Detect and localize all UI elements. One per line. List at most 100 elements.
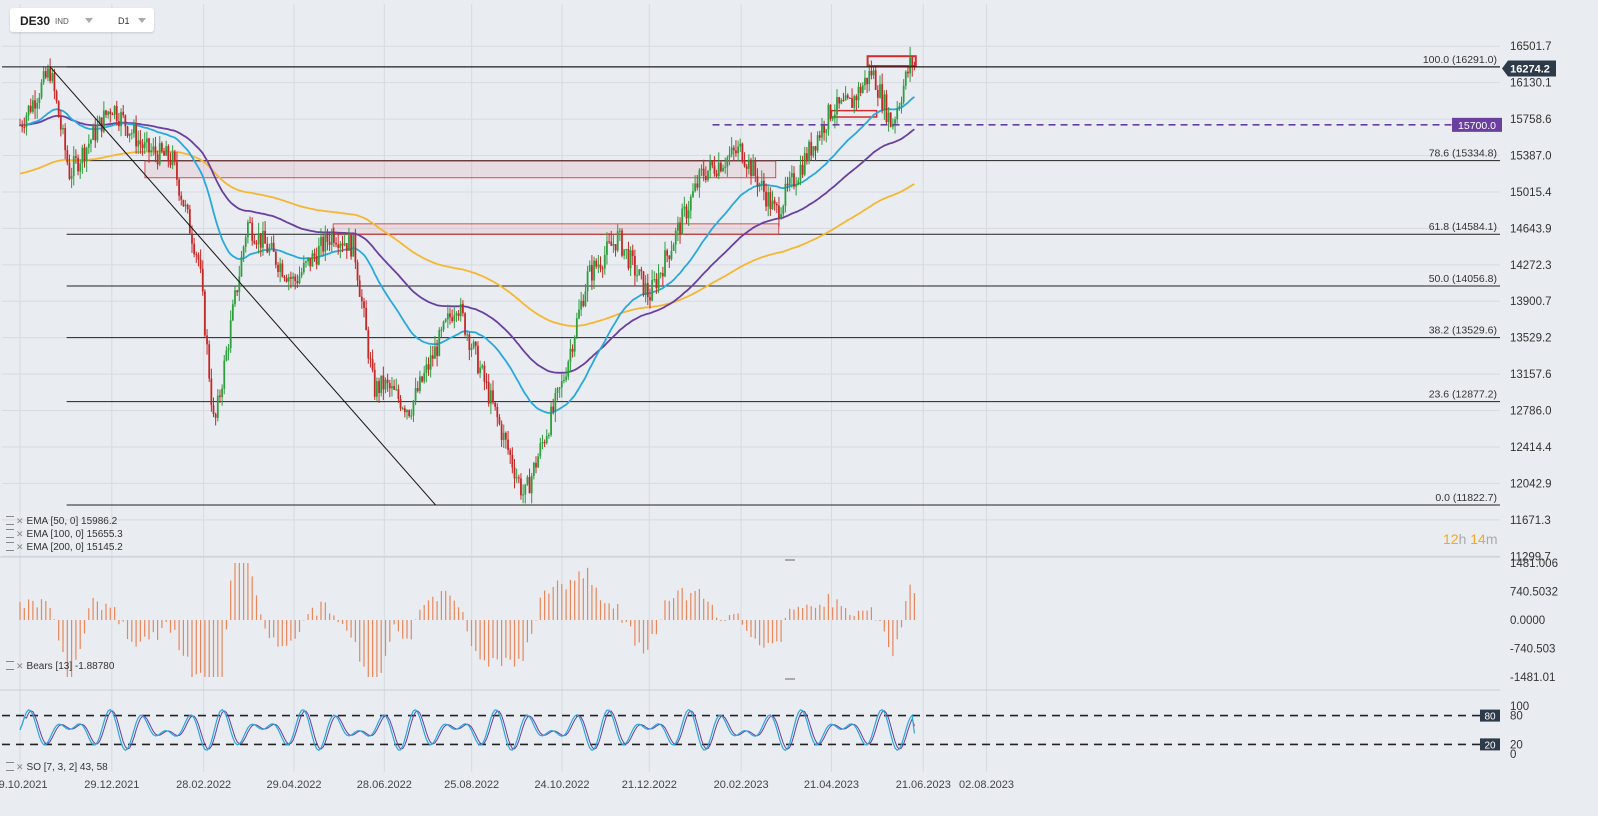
- candle-bull: [724, 166, 727, 168]
- ema100-line: [20, 115, 915, 374]
- candle-bear: [907, 71, 909, 74]
- candle-bull: [81, 147, 84, 164]
- close-icon[interactable]: ✕: [16, 542, 24, 552]
- candle-bear: [111, 114, 114, 116]
- candle-bear: [911, 57, 914, 66]
- indicator-label-so[interactable]: ✕ SO [7, 3, 2] 43, 58: [6, 762, 108, 773]
- candle-bull: [816, 135, 819, 151]
- price-tick-label: 14272.3: [1510, 260, 1552, 272]
- menu-icon[interactable]: [6, 529, 14, 538]
- candle-bull: [603, 254, 606, 269]
- close-icon[interactable]: ✕: [16, 661, 24, 671]
- candle-bull: [412, 400, 415, 416]
- candle-bear: [266, 243, 269, 253]
- candle-bear: [649, 297, 651, 301]
- candle-bear: [627, 249, 630, 269]
- indicator-label-ema100[interactable]: ✕ EMA [100, 0] 15655.3: [6, 529, 123, 540]
- candle-bear: [115, 106, 118, 121]
- candle-bull: [584, 291, 587, 306]
- price-tick-label: 16501.7: [1510, 41, 1552, 53]
- candle-bear: [713, 165, 716, 174]
- candle-bear: [139, 140, 142, 145]
- candle-bull: [515, 477, 518, 479]
- candle-bear: [814, 146, 817, 151]
- close-icon[interactable]: ✕: [16, 529, 24, 539]
- indicator-label-ema50[interactable]: ✕ EMA [50, 0] 15986.2: [6, 516, 117, 527]
- candle-bull: [638, 269, 641, 276]
- candle-bear: [309, 258, 312, 267]
- menu-icon[interactable]: [6, 542, 14, 551]
- indicator-label-ema200[interactable]: ✕ EMA [200, 0] 15145.2: [6, 542, 123, 553]
- candle-bull: [726, 157, 729, 167]
- candle-bear: [313, 253, 316, 257]
- close-icon[interactable]: ✕: [16, 762, 24, 772]
- candle-bull: [51, 73, 54, 81]
- candle-bear: [326, 232, 329, 242]
- menu-icon[interactable]: [6, 762, 14, 771]
- candle-bull: [707, 170, 709, 181]
- candle-bull: [698, 170, 701, 188]
- candle-bull: [352, 234, 355, 257]
- candle-bear: [49, 68, 51, 81]
- candle-bear: [711, 161, 714, 166]
- candle-bull: [597, 264, 600, 267]
- candle-bear: [290, 277, 292, 279]
- candle-bull: [343, 243, 346, 246]
- candle-bull: [687, 210, 690, 219]
- candle-bear: [735, 150, 737, 154]
- candle-bull: [752, 161, 755, 177]
- candle-bull: [300, 272, 303, 276]
- candle-bull: [844, 95, 847, 101]
- indicator-label-bears[interactable]: ✕ Bears [13] -1.88780: [6, 661, 114, 672]
- candle-bear: [388, 383, 391, 389]
- candle-bear: [595, 260, 598, 267]
- date-tick-label: 21.12.2022: [622, 779, 677, 791]
- candle-bull: [244, 237, 247, 247]
- candle-bull: [262, 230, 264, 248]
- candle-bear: [646, 283, 649, 298]
- date-tick-label: 25.08.2022: [444, 779, 499, 791]
- candle-bear: [696, 183, 699, 188]
- menu-icon[interactable]: [6, 661, 14, 670]
- menu-icon[interactable]: [6, 516, 14, 525]
- candle-bear: [732, 147, 735, 151]
- candle-bear: [492, 390, 494, 403]
- candle-bear: [655, 279, 658, 289]
- candle-bull: [320, 236, 322, 246]
- bears-histogram: [19, 563, 916, 677]
- candle-bull: [40, 82, 43, 98]
- chevron-down-icon[interactable]: [138, 18, 146, 23]
- candle-bear: [818, 135, 821, 138]
- candle-bear: [520, 478, 522, 496]
- candle-bear: [543, 442, 546, 444]
- candle-bull: [689, 196, 692, 211]
- fib-level-label: 50.0 (14056.8): [1429, 273, 1497, 285]
- candle-bear: [468, 334, 471, 350]
- symbol-selector[interactable]: DE30 IND D1: [10, 8, 154, 32]
- candle-bull: [857, 86, 860, 101]
- candle-bull: [133, 125, 135, 134]
- candle-bear: [373, 369, 376, 397]
- candle-bull: [616, 231, 619, 251]
- candle-bull: [234, 290, 236, 305]
- candle-bear: [193, 243, 196, 255]
- candle-bear: [477, 345, 479, 374]
- candle-bull: [423, 372, 426, 382]
- breakout-zone: [866, 55, 917, 68]
- candle-bull: [270, 242, 273, 248]
- candle-bear: [59, 117, 62, 130]
- candle-bull: [836, 97, 838, 115]
- candle-bear: [188, 209, 191, 234]
- candle-bull: [694, 183, 696, 192]
- candle-bull: [692, 191, 694, 197]
- candle-bull: [864, 77, 866, 86]
- candle-bear: [322, 236, 325, 252]
- candle-bear: [408, 410, 411, 417]
- candle-bull: [618, 230, 621, 232]
- bears-tick-label: 740.5032: [1510, 586, 1558, 598]
- close-icon[interactable]: ✕: [16, 516, 24, 526]
- chevron-down-icon[interactable]: [85, 18, 93, 23]
- candle-bear: [19, 124, 21, 126]
- candle-bull: [502, 432, 505, 441]
